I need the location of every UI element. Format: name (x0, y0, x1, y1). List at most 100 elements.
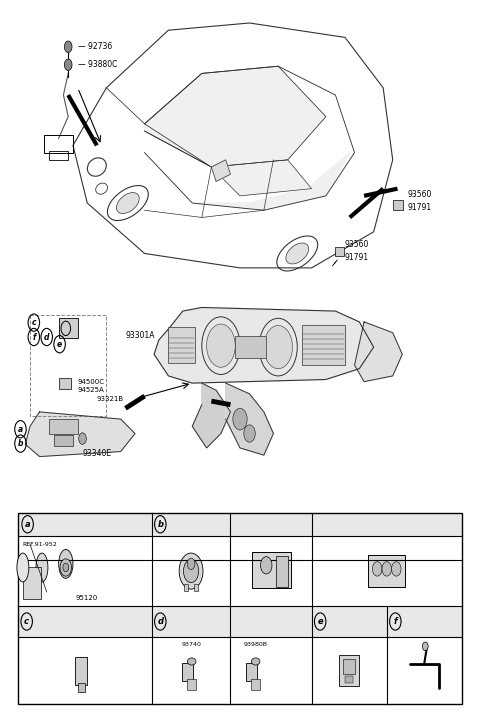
Polygon shape (226, 383, 274, 455)
Bar (276, 556, 288, 587)
Bar (182, 663, 192, 681)
Polygon shape (211, 160, 230, 181)
Polygon shape (144, 67, 326, 167)
Text: 93301A: 93301A (125, 331, 155, 340)
Circle shape (187, 558, 195, 570)
Text: 93740: 93740 (182, 642, 202, 646)
Bar (368, 555, 405, 587)
Text: 93560: 93560 (407, 190, 432, 199)
Bar (345, 676, 352, 683)
Polygon shape (25, 412, 135, 456)
Circle shape (264, 325, 292, 369)
Bar (194, 584, 198, 591)
Text: 93560: 93560 (345, 240, 370, 249)
Text: 95120: 95120 (75, 594, 97, 601)
Circle shape (244, 425, 255, 442)
Bar (49, 151, 68, 160)
Circle shape (422, 642, 428, 651)
Bar (339, 655, 359, 686)
Bar (343, 659, 355, 674)
Bar (184, 584, 188, 591)
Text: — 93880C: — 93880C (78, 60, 117, 69)
Bar (18, 513, 462, 703)
Text: d: d (157, 617, 163, 626)
Circle shape (64, 41, 72, 53)
Bar (168, 327, 195, 363)
Text: 91791: 91791 (345, 253, 369, 262)
Text: f: f (394, 617, 397, 626)
Bar (246, 663, 257, 681)
Text: c: c (24, 617, 29, 626)
Circle shape (206, 324, 235, 367)
Polygon shape (154, 307, 373, 383)
Text: 94950: 94950 (330, 617, 354, 626)
Circle shape (64, 59, 72, 71)
Circle shape (382, 562, 392, 576)
Text: d: d (44, 333, 49, 341)
Ellipse shape (36, 553, 48, 582)
Text: e: e (317, 617, 323, 626)
Bar (152, 513, 230, 536)
Circle shape (261, 557, 272, 574)
Ellipse shape (252, 658, 260, 665)
Polygon shape (192, 383, 230, 448)
Bar (44, 134, 73, 153)
Circle shape (179, 553, 203, 589)
Ellipse shape (117, 192, 139, 213)
Bar (18, 607, 152, 637)
Bar (54, 435, 73, 447)
Bar (336, 247, 344, 256)
Ellipse shape (59, 549, 73, 578)
Text: — 92736: — 92736 (78, 42, 112, 51)
Ellipse shape (187, 658, 196, 665)
Text: 93321B: 93321B (97, 396, 124, 402)
Bar (251, 680, 261, 690)
Bar (312, 513, 462, 536)
Text: 94525A: 94525A (78, 388, 105, 393)
Circle shape (79, 433, 86, 445)
Text: 75170A: 75170A (405, 617, 434, 626)
Circle shape (233, 408, 247, 430)
Bar (23, 567, 41, 599)
Circle shape (372, 562, 382, 576)
Text: a: a (25, 520, 30, 529)
Bar (78, 683, 85, 692)
Bar (59, 318, 78, 338)
Bar (393, 200, 403, 210)
Text: 96120J: 96120J (258, 520, 284, 529)
Text: e: e (57, 340, 62, 348)
Text: 93960B: 93960B (36, 617, 65, 626)
Text: 94500C: 94500C (78, 379, 105, 385)
Polygon shape (211, 160, 312, 196)
Text: REF.91-952: REF.91-952 (23, 542, 58, 547)
Text: f: f (32, 333, 36, 341)
Text: 96120L: 96120L (372, 520, 401, 529)
Bar (152, 607, 312, 637)
Text: 91791: 91791 (407, 203, 431, 212)
Circle shape (392, 562, 401, 576)
Bar (387, 607, 462, 637)
Text: 93340E: 93340E (83, 449, 112, 458)
Bar (75, 657, 87, 685)
Ellipse shape (286, 243, 309, 264)
Bar (187, 680, 196, 690)
Circle shape (63, 563, 69, 572)
Text: 95120A: 95120A (170, 520, 199, 529)
Bar (59, 378, 71, 389)
Bar (312, 607, 387, 637)
Text: b: b (18, 439, 23, 448)
Text: c: c (32, 318, 36, 327)
Bar (18, 513, 152, 536)
Ellipse shape (17, 553, 29, 582)
Text: a: a (18, 424, 23, 434)
Polygon shape (355, 322, 402, 382)
Bar (230, 513, 312, 536)
Circle shape (60, 559, 72, 576)
Bar (252, 552, 291, 589)
Bar (49, 419, 78, 434)
Circle shape (183, 560, 199, 583)
Bar (302, 325, 345, 365)
Bar (235, 336, 266, 358)
Text: 93980B: 93980B (244, 642, 268, 646)
Text: b: b (157, 520, 163, 529)
